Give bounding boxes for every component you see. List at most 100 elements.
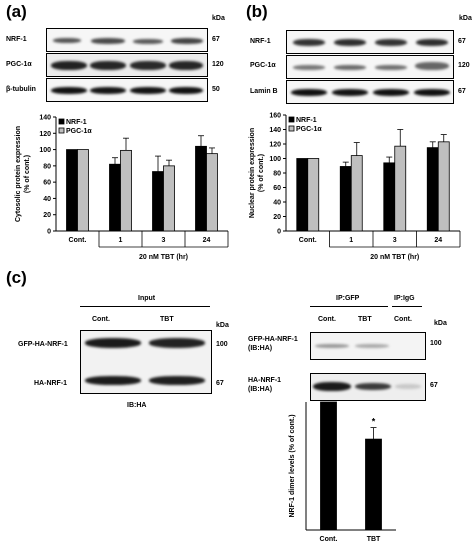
panel-b-blot-nrf1 — [286, 30, 454, 54]
chart-a-ytick-label: 80 — [43, 163, 51, 170]
ip-lane-tbt: TBT — [358, 316, 372, 323]
chart-c: NRF-1 dimer levels (% of cont.) Cont. * TBT — [289, 401, 396, 543]
panel-b-kda-laminb: 67 — [458, 88, 466, 95]
chart-a-xtick-label: 24 — [203, 237, 211, 244]
panel-b-label: (b) — [246, 2, 268, 21]
chart-b-bar — [350, 155, 363, 232]
input-lane-cont: Cont. — [92, 316, 110, 323]
chart-a-bar — [66, 149, 78, 232]
chart-a-bar — [163, 165, 175, 232]
chart-b-ylabel-line: (% of cont.) — [258, 154, 265, 192]
input-row-ha-label: HA-NRF-1 — [34, 380, 68, 387]
chart-b-legend-label: PGC-1α — [296, 126, 322, 133]
panel-b-kda-nrf1: 67 — [458, 38, 466, 45]
ip-blot-gfp — [310, 332, 426, 360]
panel-a-kda-tubulin: 50 — [212, 86, 220, 93]
panel-a-kda-unit: kDa — [212, 15, 225, 22]
panel-b-kda-unit: kDa — [459, 15, 472, 22]
chart-b: 0 20 40 60 80 100 120 140 160 Nuclear protein exp… — [249, 113, 461, 261]
panel-b-row-laminb-label: Lamin B — [250, 88, 278, 95]
ip-kda-100: 100 — [430, 340, 442, 347]
chart-a-legend-label: PGC-1α — [66, 128, 92, 135]
chart-a-ytick-label: 120 — [39, 131, 51, 138]
input-blot — [80, 330, 212, 394]
chart-a-legend-swatch — [58, 118, 65, 125]
chart-b-bar — [437, 141, 450, 232]
chart-b-bar — [426, 147, 439, 232]
ip-igg-header-line — [392, 306, 422, 307]
chart-b-ytick-label: 0 — [277, 229, 281, 236]
chart-a-bar — [77, 149, 89, 232]
ip-kda-unit: kDa — [434, 320, 447, 327]
chart-a-ytick-label: 60 — [43, 180, 51, 187]
chart-b-legend-swatch — [288, 125, 295, 132]
chart-a-ytick-label: 0 — [47, 229, 51, 236]
chart-a-xtick-label: 1 — [119, 237, 123, 244]
chart-c-bar — [320, 401, 337, 531]
ip-row-gfp-label-1: GFP-HA-NRF-1 — [248, 336, 298, 343]
panel-a-kda-pgc1a: 120 — [212, 61, 224, 68]
chart-b-ylabel-line: Nuclear protein expression — [249, 128, 256, 218]
ip-row-ha-label-1: HA-NRF-1 — [248, 377, 282, 384]
input-header-line — [80, 306, 210, 307]
chart-a: 0 20 40 60 80 100 120 140 Cytosolic protein expr… — [15, 115, 229, 261]
chart-a-bar — [195, 145, 207, 232]
chart-a-xtick-label: Cont. — [69, 237, 87, 244]
panel-b-row-pgc1a-label: PGC-1α — [250, 62, 276, 69]
chart-c-significance-label: * — [372, 417, 376, 427]
ip-row-gfp-label-2: (IB:HA) — [248, 345, 273, 352]
input-lane-tbt: TBT — [160, 316, 174, 323]
chart-c-ylabel: NRF-1 dimer levels (% of cont.) — [289, 414, 296, 517]
chart-b-xtick-label: 1 — [349, 237, 353, 244]
chart-b-ytick-label: 160 — [269, 113, 281, 120]
panel-a-blot-pgc1a — [46, 53, 208, 77]
chart-b-ytick-label: 60 — [273, 185, 281, 192]
input-row-gfp-label: GFP-HA-NRF-1 — [18, 341, 68, 348]
panel-c-label: (c) — [6, 268, 27, 287]
chart-b-bar — [339, 166, 352, 232]
chart-a-bar — [206, 153, 218, 232]
input-header: Input — [138, 295, 156, 302]
chart-b-xtick-label: 24 — [434, 237, 442, 244]
chart-b-xlabel: 20 nM TBT (hr) — [370, 254, 419, 261]
chart-b-ytick-label: 120 — [269, 142, 281, 149]
ip-gfp-header: IP:GFP — [336, 295, 360, 302]
chart-a-legend-swatch — [58, 127, 65, 134]
chart-b-ytick-label: 100 — [269, 156, 281, 163]
chart-b-bar — [394, 145, 407, 232]
chart-a-bar — [120, 149, 132, 232]
ip-lane-cont: Cont. — [318, 316, 336, 323]
input-ib-label: IB:HA — [127, 402, 147, 409]
panel-a-row-nrf1-label: NRF-1 — [6, 36, 27, 43]
input-kda-unit: kDa — [216, 322, 229, 329]
chart-b-xtick-label: 3 — [393, 237, 397, 244]
panel-a-label: (a) — [6, 2, 27, 21]
chart-a-xlabel: 20 nM TBT (hr) — [139, 254, 188, 261]
panel-a-blot-nrf1 — [46, 28, 208, 52]
chart-b-bar — [383, 162, 396, 232]
ip-igg-header: IP:IgG — [394, 295, 415, 302]
chart-b-ytick-label: 20 — [273, 214, 281, 221]
chart-c-bar — [365, 438, 382, 531]
panel-a-row-pgc1a-label: PGC-1α — [6, 61, 32, 68]
chart-a-bar — [152, 171, 164, 232]
chart-a-ytick-label: 40 — [43, 196, 51, 203]
chart-a-bar — [109, 163, 121, 232]
panel-b-blot-pgc1a — [286, 55, 454, 79]
panel-b-blot-laminb — [286, 80, 454, 104]
chart-a-ytick-label: 20 — [43, 212, 51, 219]
ip-gfp-header-line — [310, 306, 388, 307]
input-kda-100: 100 — [216, 341, 228, 348]
chart-b-bar — [296, 158, 309, 232]
ip-kda-67: 67 — [430, 382, 438, 389]
panel-b-row-nrf1-label: NRF-1 — [250, 38, 271, 45]
chart-b-ytick-label: 140 — [269, 127, 281, 134]
chart-b-ytick-label: 40 — [273, 200, 281, 207]
panel-a-row-tubulin-label: β-tubulin — [6, 86, 36, 93]
chart-a-ytick-label: 140 — [39, 115, 51, 122]
chart-a-legend-label: NRF-1 — [66, 119, 87, 126]
chart-a-xtick-label: 3 — [162, 237, 166, 244]
chart-a-ylabel-line: (% of cont.) — [24, 155, 31, 193]
panel-a-kda-nrf1: 67 — [212, 36, 220, 43]
